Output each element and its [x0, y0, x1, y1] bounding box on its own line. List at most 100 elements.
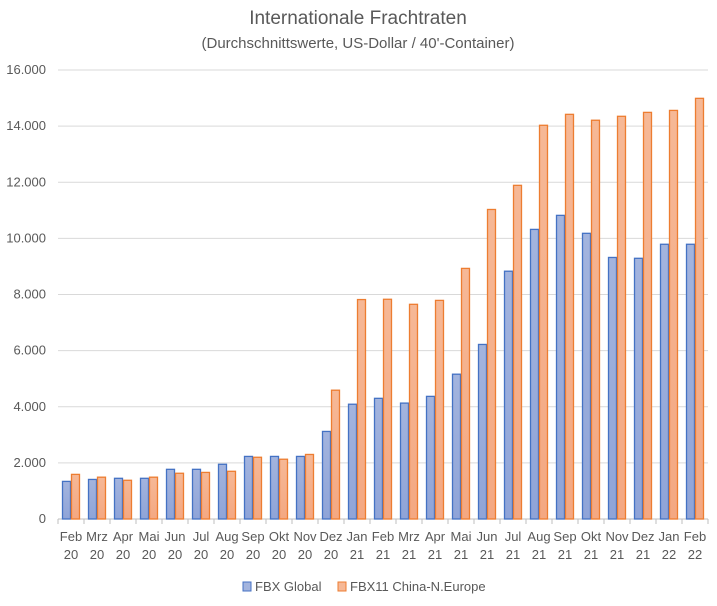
bar-china: [200, 471, 211, 520]
bar-china: [70, 473, 81, 520]
bar-china: [512, 184, 523, 520]
x-tick-label-year: 21: [584, 547, 598, 562]
x-tick-label: Feb: [60, 529, 82, 544]
x-tick-label: Jul: [193, 529, 210, 544]
y-tick-label: 8.000: [13, 287, 46, 302]
x-tick-label-year: 20: [64, 547, 78, 562]
bar-global: [321, 430, 332, 520]
bar-global: [243, 455, 254, 520]
legend-label: FBX11 China-N.Europe: [350, 579, 486, 594]
x-tick-label-year: 21: [454, 547, 468, 562]
x-tick-label-year: 20: [116, 547, 130, 562]
x-tick-label: Jul: [505, 529, 522, 544]
y-tick-label: 6.000: [13, 343, 46, 358]
x-tick-label: Apr: [113, 529, 134, 544]
legend-swatch: [337, 581, 347, 592]
bar-china: [460, 267, 471, 520]
bar-global: [425, 395, 436, 520]
x-tick-label-year: 20: [168, 547, 182, 562]
bar-china: [538, 124, 549, 520]
x-tick-label-year: 22: [662, 547, 676, 562]
x-tick-label-year: 22: [688, 547, 702, 562]
bar-global: [113, 477, 124, 520]
bar-global: [373, 397, 384, 520]
x-tick-label-year: 20: [246, 547, 260, 562]
bar-global: [503, 270, 514, 520]
x-tick-label: Jun: [165, 529, 186, 544]
bar-china: [252, 456, 263, 520]
y-tick-label: 12.000: [6, 174, 46, 189]
bar-global: [659, 243, 670, 520]
bar-china: [486, 208, 497, 520]
bar-global: [581, 232, 592, 520]
x-tick-label-year: 21: [506, 547, 520, 562]
bar-global: [191, 468, 202, 520]
y-tick-label: 4.000: [13, 399, 46, 414]
x-tick-label: Mai: [139, 529, 160, 544]
bar-china: [668, 109, 679, 520]
x-tick-label-year: 20: [90, 547, 104, 562]
bar-china: [590, 119, 601, 520]
x-tick-label: Feb: [684, 529, 706, 544]
bar-china: [278, 458, 289, 520]
x-tick-label: Dez: [631, 529, 654, 544]
bar-global: [607, 256, 618, 520]
y-tick-label: 10.000: [6, 230, 46, 245]
x-tick-label: Okt: [581, 529, 602, 544]
x-tick-label: Okt: [269, 529, 290, 544]
x-tick-label: Mrz: [398, 529, 420, 544]
bar-china: [122, 479, 133, 520]
x-tick-label-year: 21: [350, 547, 364, 562]
bar-global: [399, 402, 410, 520]
bar-global: [477, 343, 488, 520]
bar-china: [434, 299, 445, 520]
bar-global: [555, 214, 566, 520]
bar-china: [330, 389, 341, 520]
x-tick-label: Aug: [215, 529, 238, 544]
x-tick-label: Jan: [659, 529, 680, 544]
x-tick-label: Aug: [527, 529, 550, 544]
x-tick-label-year: 21: [376, 547, 390, 562]
x-tick-label: Feb: [372, 529, 394, 544]
bar-china: [694, 97, 705, 520]
x-tick-label-year: 21: [532, 547, 546, 562]
x-tick-label-year: 20: [142, 547, 156, 562]
x-tick-label: Jan: [347, 529, 368, 544]
x-tick-label-year: 20: [298, 547, 312, 562]
bar-china: [174, 472, 185, 520]
x-tick-label-year: 20: [220, 547, 234, 562]
x-tick-label: Mrz: [86, 529, 108, 544]
bar-china: [642, 111, 653, 520]
bar-global: [217, 463, 228, 520]
bar-china: [564, 113, 575, 520]
chart-subtitle: (Durchschnittswerte, US-Dollar / 40'-Con…: [202, 35, 515, 52]
x-tick-label: Apr: [425, 529, 446, 544]
x-tick-label: Dez: [319, 529, 342, 544]
x-tick-label: Sep: [553, 529, 576, 544]
legend-swatch: [242, 581, 252, 592]
x-tick-label-year: 21: [428, 547, 442, 562]
bar-china: [148, 476, 159, 520]
x-tick-label: Mai: [451, 529, 472, 544]
bar-global: [347, 403, 358, 520]
x-tick-label-year: 21: [558, 547, 572, 562]
bar-china: [96, 476, 107, 520]
bar-global: [633, 257, 644, 520]
x-tick-label-year: 20: [324, 547, 338, 562]
bar-china: [382, 298, 393, 520]
legend-label: FBX Global: [255, 579, 322, 594]
bar-china: [616, 115, 627, 520]
x-tick-label: Sep: [241, 529, 264, 544]
bar-global: [529, 228, 540, 520]
x-tick-label: Nov: [293, 529, 317, 544]
bar-global: [269, 455, 280, 520]
x-tick-label-year: 21: [610, 547, 624, 562]
y-tick-label: 14.000: [6, 118, 46, 133]
bar-china: [304, 453, 315, 520]
y-tick-label: 0: [39, 511, 46, 526]
bar-china: [356, 298, 367, 520]
bar-global: [87, 478, 98, 520]
x-tick-label-year: 21: [402, 547, 416, 562]
